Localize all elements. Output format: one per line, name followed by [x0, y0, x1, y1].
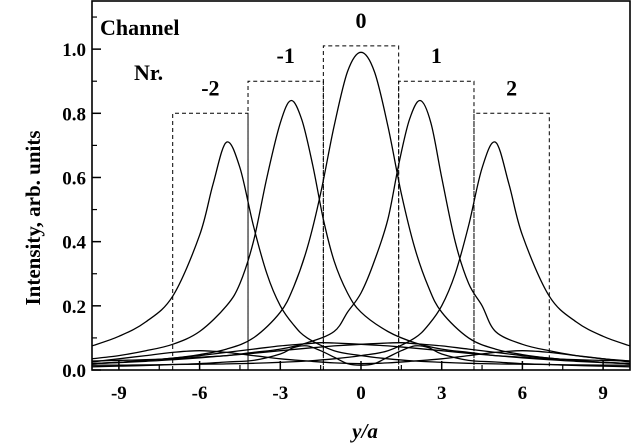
x-tick-label-3: 0: [356, 383, 366, 404]
channel-boxes: [172, 45, 550, 370]
channel-number-3: 1: [431, 43, 442, 68]
channel-number-0: -2: [201, 75, 219, 100]
channel-number-4: 2: [506, 75, 517, 100]
channel-labels: -2 -1 0 1 2: [201, 8, 517, 100]
x-tick-label-5: 6: [518, 383, 528, 404]
curve-5: [91, 342, 631, 365]
y-tick-label-4: 0.8: [62, 104, 86, 125]
y-tick-label-3: 0.6: [62, 168, 86, 189]
y-tick-label-1: 0.2: [62, 297, 86, 318]
x-tick-label-2: -3: [272, 383, 288, 404]
y-axis-ticks: 0.0 0.2 0.4 0.6 0.8 1.0: [62, 16, 101, 382]
channel-number-2: 0: [356, 8, 367, 33]
channel-box-1: [247, 80, 324, 370]
y-tick-label-0: 0.0: [62, 361, 86, 382]
x-tick-label-4: 3: [437, 383, 447, 404]
legend-title-line-2: Nr.: [134, 60, 163, 85]
x-tick-label-0: -9: [111, 383, 127, 404]
y-tick-label-5: 1.0: [62, 40, 86, 61]
plot-frame: [91, 0, 631, 371]
x-axis-title: y/a: [349, 419, 378, 443]
x-tick-label-6: 9: [598, 383, 608, 404]
curve-2: [91, 51, 631, 365]
channel-box-2: [322, 45, 400, 370]
y-tick-label-2: 0.4: [62, 233, 86, 254]
curve-6: [91, 342, 631, 365]
y-axis-title: Intensity, arb. units: [21, 130, 45, 305]
legend-title-line-1: Channel: [100, 15, 179, 40]
channel-number-1: -1: [277, 43, 295, 68]
channel-box-3: [398, 80, 475, 370]
x-tick-label-1: -6: [192, 383, 208, 404]
channel-box-0: [172, 112, 249, 370]
channel-box-4: [473, 112, 550, 370]
x-axis-ticks: -9 -6 -3 0 3 6 9: [111, 361, 608, 404]
